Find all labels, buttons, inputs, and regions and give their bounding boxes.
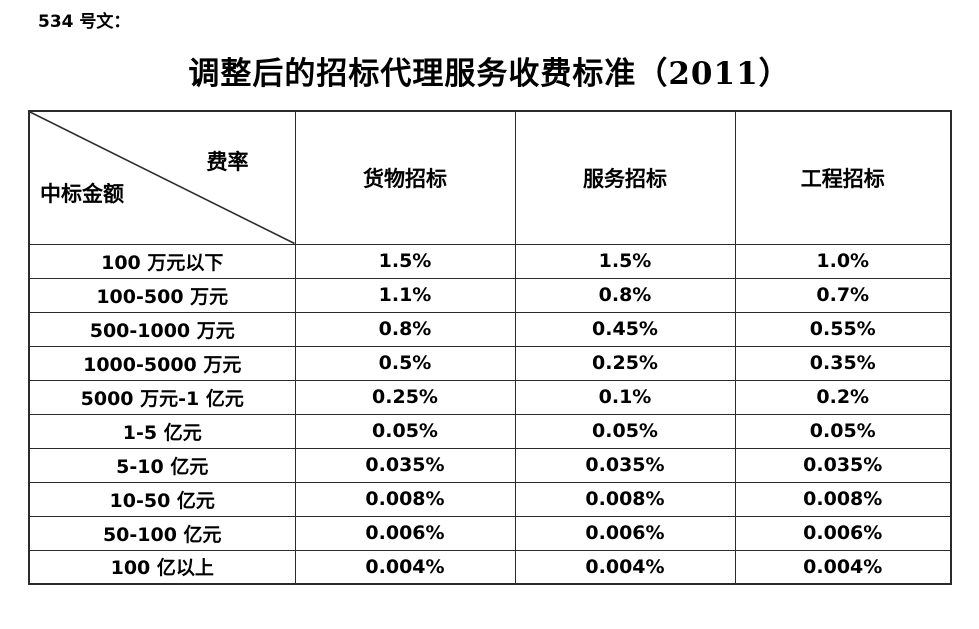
diagonal-split-header-cell: 费率 中标金额 (28, 110, 296, 245)
table-row: 5-10 亿元 0.035% 0.035% 0.035% (28, 447, 952, 483)
table-row: 10-50 亿元 0.008% 0.008% 0.008% (28, 481, 952, 517)
amount-range-cell: 1000-5000 万元 (28, 345, 296, 381)
goods-rate-cell: 0.25% (294, 379, 516, 415)
amount-range-cell: 500-1000 万元 (28, 311, 296, 347)
table-row: 50-100 亿元 0.006% 0.006% 0.006% (28, 515, 952, 551)
service-rate-cell: 0.8% (514, 277, 736, 313)
amount-range-cell: 1-5 亿元 (28, 413, 296, 449)
table-row: 1-5 亿元 0.05% 0.05% 0.05% (28, 413, 952, 449)
table-row: 1000-5000 万元 0.5% 0.25% 0.35% (28, 345, 952, 381)
goods-rate-cell: 0.8% (294, 311, 516, 347)
service-rate-cell: 0.006% (514, 515, 736, 551)
document-number-label: 534 号文： (38, 12, 131, 32)
service-rate-cell: 0.25% (514, 345, 736, 381)
engineering-rate-cell: 0.035% (734, 447, 952, 483)
engineering-rate-cell: 0.2% (734, 379, 952, 415)
table-header-row: 费率 中标金额 货物招标 服务招标 工程招标 (28, 110, 952, 245)
engineering-rate-cell: 0.05% (734, 413, 952, 449)
diagonal-divider-line (30, 112, 295, 244)
column-header-goods: 货物招标 (294, 110, 516, 245)
service-rate-cell: 0.05% (514, 413, 736, 449)
goods-rate-cell: 1.5% (294, 243, 516, 279)
amount-range-cell: 100-500 万元 (28, 277, 296, 313)
goods-rate-cell: 1.1% (294, 277, 516, 313)
amount-range-cell: 50-100 亿元 (28, 515, 296, 551)
amount-range-cell: 100 万元以下 (28, 243, 296, 279)
amount-range-cell: 5000 万元-1 亿元 (28, 379, 296, 415)
goods-rate-cell: 0.006% (294, 515, 516, 551)
engineering-rate-cell: 0.35% (734, 345, 952, 381)
table-row: 500-1000 万元 0.8% 0.45% 0.55% (28, 311, 952, 347)
amount-range-cell: 100 亿以上 (28, 549, 296, 585)
goods-rate-cell: 0.05% (294, 413, 516, 449)
engineering-rate-cell: 1.0% (734, 243, 952, 279)
engineering-rate-cell: 0.008% (734, 481, 952, 517)
table-row: 5000 万元-1 亿元 0.25% 0.1% 0.2% (28, 379, 952, 415)
service-rate-cell: 0.035% (514, 447, 736, 483)
service-rate-cell: 1.5% (514, 243, 736, 279)
bid-amount-axis-label: 中标金额 (40, 181, 124, 206)
page-title: 调整后的招标代理服务收费标准（2011） (188, 56, 791, 92)
goods-rate-cell: 0.004% (294, 549, 516, 585)
service-rate-cell: 0.1% (514, 379, 736, 415)
engineering-rate-cell: 0.55% (734, 311, 952, 347)
engineering-rate-cell: 0.004% (734, 549, 952, 585)
table-row: 100 万元以下 1.5% 1.5% 1.0% (28, 243, 952, 279)
service-rate-cell: 0.45% (514, 311, 736, 347)
amount-range-cell: 5-10 亿元 (28, 447, 296, 483)
service-rate-cell: 0.008% (514, 481, 736, 517)
goods-rate-cell: 0.008% (294, 481, 516, 517)
column-header-service: 服务招标 (514, 110, 736, 245)
service-rate-cell: 0.004% (514, 549, 736, 585)
goods-rate-cell: 0.5% (294, 345, 516, 381)
goods-rate-cell: 0.035% (294, 447, 516, 483)
column-header-engineering: 工程招标 (734, 110, 952, 245)
amount-range-cell: 10-50 亿元 (28, 481, 296, 517)
engineering-rate-cell: 0.006% (734, 515, 952, 551)
fee-rate-table: 费率 中标金额 货物招标 服务招标 工程招标 100 万元以下 1.5% 1.5… (28, 110, 952, 585)
fee-rate-axis-label: 费率 (206, 149, 249, 174)
table-row: 100-500 万元 1.1% 0.8% 0.7% (28, 277, 952, 313)
table-row: 100 亿以上 0.004% 0.004% 0.004% (28, 549, 952, 585)
engineering-rate-cell: 0.7% (734, 277, 952, 313)
